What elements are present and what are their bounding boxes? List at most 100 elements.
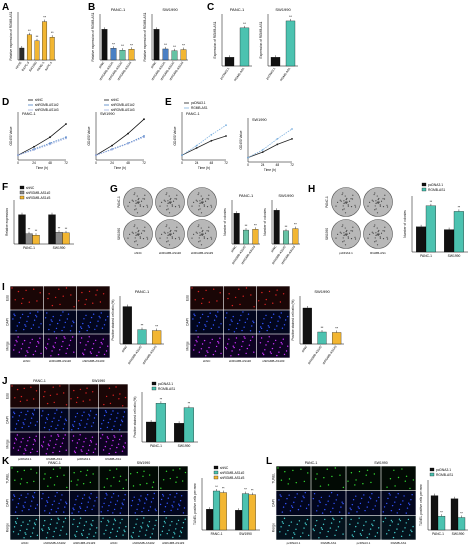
cell-dot	[151, 533, 153, 535]
bar	[416, 226, 427, 253]
cell-dot	[184, 518, 186, 520]
cell-dot	[233, 346, 235, 349]
column-label: shRGMB-AS1#2	[229, 359, 252, 363]
cell-dot	[51, 320, 53, 323]
colony-dot	[170, 197, 172, 200]
colony-dot	[191, 205, 193, 207]
cell-dot	[71, 325, 73, 327]
cell-dot	[69, 339, 72, 342]
cell-dot	[25, 413, 27, 416]
cell-dot	[276, 325, 278, 327]
cell-dot	[192, 318, 194, 320]
micrograph	[10, 286, 44, 310]
micrograph	[276, 466, 311, 491]
cell-dot	[35, 314, 37, 317]
cell-dot	[80, 419, 82, 422]
cell-dot	[22, 297, 24, 300]
significance-mark: **	[251, 489, 254, 493]
cell-dot	[261, 291, 263, 294]
x-axis-label: Time (h)	[198, 166, 210, 170]
cell-dot	[100, 511, 102, 513]
cell-dot	[106, 426, 109, 429]
legend-entry: shRGMB-AS1#3	[26, 196, 51, 200]
colony-dot	[200, 244, 203, 246]
micrograph	[98, 432, 128, 456]
cell-dot	[74, 416, 77, 418]
cell-dot	[299, 535, 302, 538]
cell-dot	[72, 424, 74, 426]
column-label: shRGMB-AS1#2	[49, 359, 72, 363]
colony-dot	[344, 195, 346, 197]
cell-dot	[408, 503, 411, 506]
cell-dot	[394, 531, 396, 534]
cell-dot	[95, 294, 97, 296]
cell-dot	[12, 318, 14, 320]
cell-dot	[116, 417, 118, 419]
series-line	[95, 136, 145, 156]
cell-dot	[281, 511, 284, 513]
colony-dot	[341, 225, 343, 228]
colony-dot	[137, 201, 139, 203]
legend-swatch	[421, 182, 427, 187]
cell-dot	[51, 503, 54, 506]
colony-dot	[135, 234, 137, 236]
cell-dot	[395, 496, 397, 498]
data-point	[111, 148, 113, 151]
data-point	[65, 123, 67, 125]
y-axis-label: Relative expression of RGMB-AS1	[143, 12, 147, 61]
colony-dot	[139, 236, 141, 238]
cell-dot	[404, 527, 406, 529]
cell-dot	[162, 495, 165, 497]
colony-dot	[380, 232, 383, 234]
cell-dot	[201, 313, 204, 316]
cell-dot	[283, 353, 286, 356]
cell-dot	[219, 292, 221, 294]
cell-dot	[391, 521, 393, 523]
column-label: shRGMB-AS1#3	[162, 541, 185, 545]
colony-dot	[386, 238, 389, 240]
cell-dot	[80, 502, 83, 505]
cell-dot	[48, 293, 50, 295]
cell-dot	[209, 342, 211, 344]
x-tick-label: 72	[64, 161, 68, 165]
bar	[241, 493, 250, 531]
bar	[62, 232, 70, 245]
x-tick-label: SW1990	[448, 254, 461, 258]
cell-dot	[105, 492, 107, 495]
cell-dot	[268, 326, 270, 328]
cell-dot	[96, 496, 98, 499]
colony-dot	[375, 200, 377, 202]
cell-dot	[191, 287, 193, 289]
cell-dot	[281, 327, 284, 329]
colony-dot	[347, 236, 349, 238]
data-point	[195, 144, 198, 147]
y-axis-label: Relative expression of RGMB-AS1	[9, 11, 13, 60]
colony-dot	[375, 202, 377, 204]
data-point	[17, 154, 19, 157]
cell-dot	[84, 349, 86, 351]
micrograph	[311, 515, 346, 540]
cell-dot	[70, 480, 73, 482]
cell-dot	[374, 535, 376, 538]
cell-dot	[41, 497, 43, 500]
colony-dot	[200, 234, 202, 236]
cell-dot	[402, 500, 404, 502]
cell-dot	[46, 312, 48, 314]
colony-dot	[347, 205, 349, 207]
series-line	[181, 135, 227, 156]
cell-dot	[58, 450, 61, 453]
colony-dot	[374, 224, 376, 226]
cell-dot	[86, 469, 89, 471]
cell-dot	[56, 522, 58, 524]
cell-dot	[55, 527, 57, 529]
cell-dot	[87, 449, 90, 451]
colony-dot	[339, 199, 341, 201]
colony-dot	[169, 233, 171, 235]
cell-dot	[208, 346, 210, 349]
cell-dot	[387, 497, 389, 500]
cell-dot	[89, 321, 92, 324]
panel-label-e: E	[165, 97, 172, 108]
cell-dot	[60, 411, 63, 413]
colony-dot	[168, 234, 170, 236]
